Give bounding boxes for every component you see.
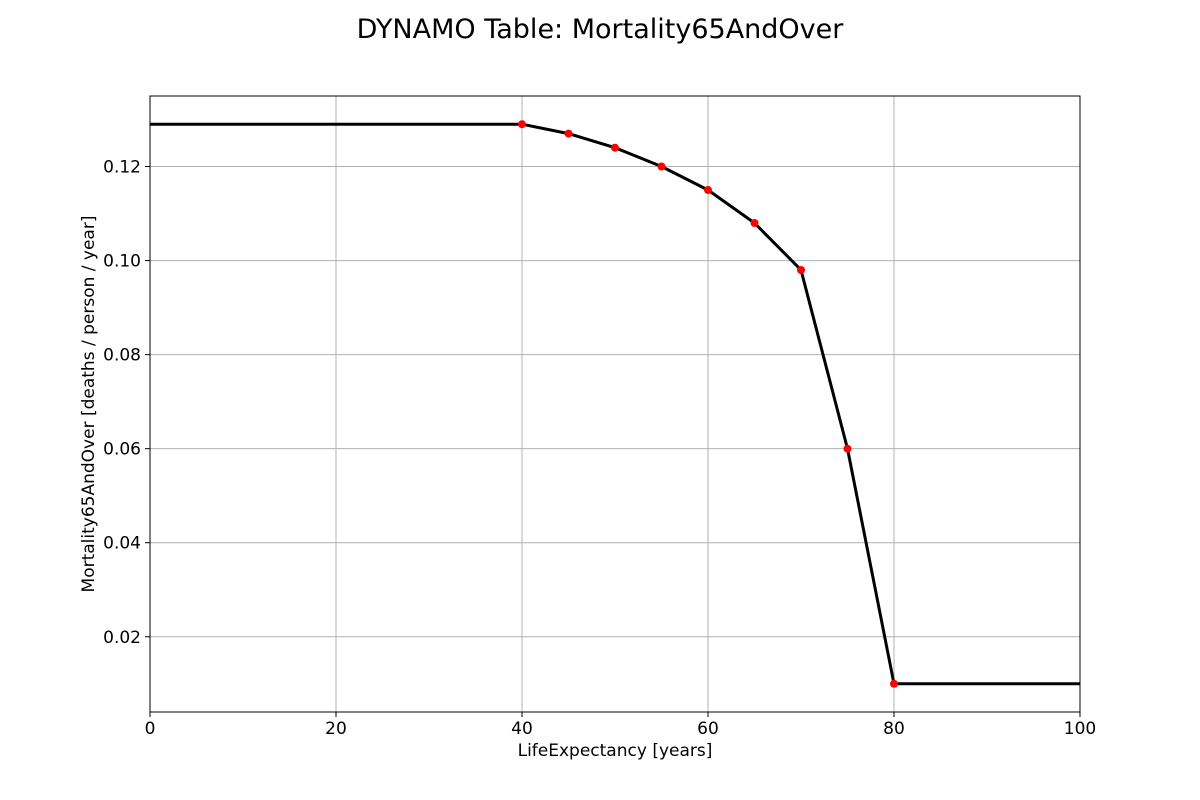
y-tick-label: 0.04 [103, 534, 141, 554]
y-tick-label: 0.06 [103, 440, 141, 460]
plot-frame [149, 95, 1081, 713]
data-point-marker [750, 219, 759, 227]
data-point-marker [611, 143, 619, 152]
y-tick-label: 0.02 [103, 628, 141, 648]
data-point-marker [843, 444, 852, 453]
data-point-marker [518, 120, 526, 129]
data-point-marker [890, 679, 898, 688]
x-tick-label: 80 [883, 719, 905, 739]
y-tick-label: 0.08 [103, 346, 141, 366]
y-tick-label: 0.12 [103, 158, 141, 178]
data-point-marker [564, 129, 573, 138]
x-axis-label: LifeExpectancy [years] [518, 741, 713, 761]
chart-title: DYNAMO Table: Mortality65AndOver [357, 14, 845, 45]
axis-ticks: 0 20 40 60 80 100 0.02 0.04 0.06 0.08 0.10 0.12 [103, 158, 1096, 739]
grid [149, 96, 1081, 712]
x-tick-label: 0 [145, 719, 156, 739]
x-tick-label: 100 [1064, 719, 1096, 739]
x-tick-label: 60 [697, 719, 719, 739]
data-point-marker [797, 266, 805, 274]
series-line [150, 122, 1080, 686]
x-tick-label: 20 [325, 719, 347, 739]
marker-layer [518, 120, 898, 688]
data-point-marker [657, 162, 666, 171]
data-point-marker [704, 186, 712, 194]
x-tick-label: 40 [511, 719, 533, 739]
y-tick-label: 0.10 [103, 252, 141, 272]
y-axis-label: Mortality65AndOver [deaths / person / ye… [79, 216, 99, 593]
series-layer [150, 122, 1080, 686]
